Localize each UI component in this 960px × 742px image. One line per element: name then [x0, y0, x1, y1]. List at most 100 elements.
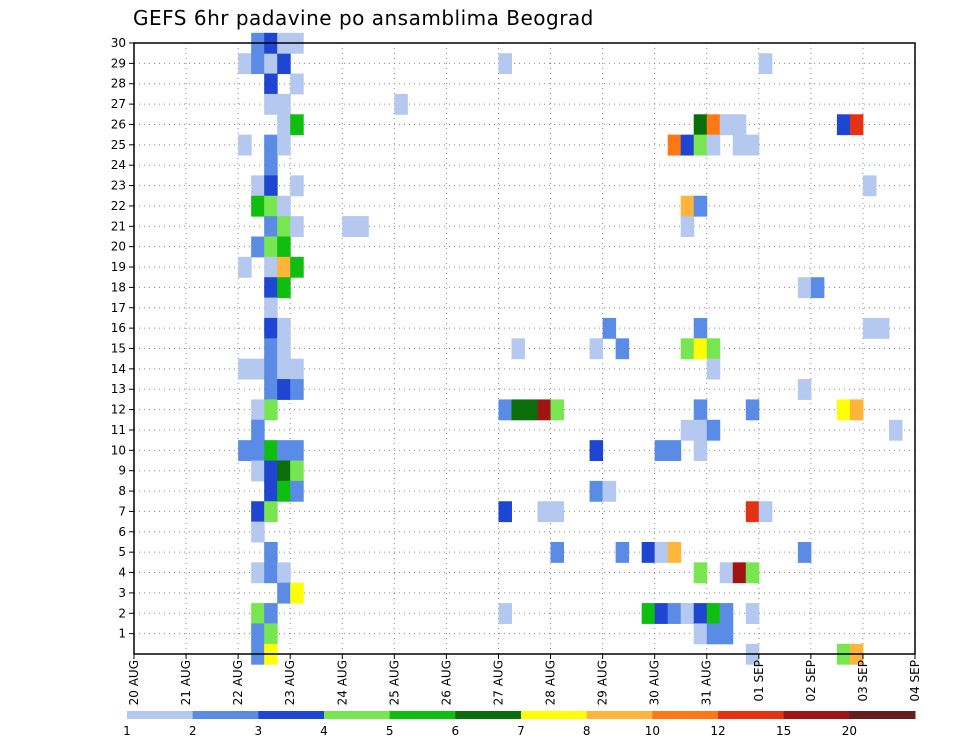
- heatmap-cell: [251, 358, 265, 380]
- heatmap-cell: [719, 603, 734, 624]
- heatmap-cell: [810, 277, 825, 299]
- y-tick-label: 13: [111, 382, 126, 396]
- heatmap-cell: [251, 440, 265, 462]
- heatmap-cell: [498, 399, 512, 421]
- heatmap-cell: [277, 460, 291, 482]
- heatmap-cell: [290, 480, 304, 502]
- heatmap-cell: [654, 603, 669, 624]
- heatmap-cell: [680, 419, 695, 441]
- heatmap-cell: [654, 541, 669, 563]
- x-tick-label: 03 SEP: [856, 660, 870, 702]
- y-tick-label: 23: [111, 179, 126, 193]
- heatmap-cell: [797, 277, 812, 299]
- heatmap-cell: [615, 338, 630, 360]
- heatmap-cell: [251, 623, 265, 645]
- colorbar-label: 3: [255, 724, 263, 738]
- colorbar-swatch: [192, 711, 259, 719]
- y-tick-label: 29: [111, 56, 126, 70]
- colorbar-swatch: [718, 711, 785, 719]
- heatmap-cell: [654, 440, 669, 462]
- x-tick-label: 23 AUG: [283, 660, 297, 705]
- heatmap-cell: [277, 562, 291, 584]
- heatmap-cell: [238, 358, 252, 380]
- heatmap-cell: [277, 277, 291, 299]
- heatmap-cell: [797, 379, 812, 400]
- heatmap-cell: [745, 399, 760, 421]
- x-axis: 20 AUG 21 AUG 22 AUG 23 AUG 24 AUG 25 AUG 26 A…: [127, 654, 922, 705]
- heatmap-cell: [602, 317, 617, 339]
- heatmap-cell: [693, 623, 708, 645]
- heatmap-cell: [277, 93, 291, 115]
- heatmap-cell: [264, 358, 278, 380]
- heatmap-cell: [719, 562, 734, 584]
- heatmap-cell: [589, 338, 604, 360]
- heatmap-cell: [706, 134, 721, 156]
- heatmap-cell: [277, 216, 291, 237]
- heatmap-cell: [524, 399, 539, 421]
- heatmap-cell: [862, 317, 877, 339]
- y-tick-label: 12: [111, 403, 126, 417]
- y-tick-label: 2: [118, 606, 126, 620]
- heatmap-cell: [264, 93, 278, 115]
- y-tick-label: 8: [118, 484, 126, 498]
- heatmap-cell: [290, 358, 304, 380]
- heatmap-cell: [264, 134, 278, 156]
- colorbar-swatch: [389, 711, 456, 719]
- heatmap-cell: [394, 93, 408, 115]
- heatmap-cell: [277, 256, 291, 278]
- heatmap-cell: [277, 582, 291, 604]
- heatmap-cell: [693, 134, 708, 156]
- heatmap-cell: [537, 501, 552, 523]
- colorbar-label: 4: [320, 724, 328, 738]
- y-tick-label: 11: [111, 423, 126, 437]
- heatmap-cell: [251, 195, 265, 217]
- y-tick-label: 10: [111, 443, 126, 457]
- heatmap-cell: [550, 541, 565, 563]
- x-tick-label: 26 AUG: [439, 660, 453, 705]
- colorbar-swatch: [324, 711, 391, 719]
- heatmap-cell: [264, 379, 278, 400]
- heatmap-cell: [498, 603, 512, 624]
- heatmap-cell: [277, 358, 291, 380]
- colorbar-swatch: [586, 711, 653, 719]
- heatmap-cell: [550, 501, 565, 523]
- heatmap-cell: [680, 195, 695, 217]
- heatmap-cell: [693, 338, 708, 360]
- heatmap-cell: [693, 440, 708, 462]
- heatmap-cell: [277, 236, 291, 258]
- x-tick-label: 21 AUG: [179, 660, 193, 705]
- heatmap-cell: [680, 134, 695, 156]
- heatmap-cell: [264, 541, 278, 563]
- heatmap-cell: [667, 541, 682, 563]
- colorbar-swatch: [455, 711, 522, 719]
- colorbar-label: 8: [583, 724, 591, 738]
- heatmap-cell: [745, 603, 760, 624]
- data-cells: [238, 32, 903, 665]
- heatmap-cell: [264, 175, 278, 197]
- y-tick-label: 24: [111, 158, 126, 172]
- heatmap-cell: [706, 358, 721, 380]
- heatmap-cell: [264, 297, 278, 319]
- y-tick-label: 15: [111, 342, 126, 356]
- heatmap-cell: [836, 399, 851, 421]
- heatmap-cell: [264, 440, 278, 462]
- y-tick-label: 30: [111, 36, 126, 50]
- colorbar-swatch: [652, 711, 719, 719]
- y-tick-label: 18: [111, 280, 126, 294]
- heatmap-cell: [264, 501, 278, 523]
- heatmap-cell: [238, 256, 252, 278]
- heatmap-cell: [290, 582, 304, 604]
- heatmap-cell: [589, 440, 604, 462]
- x-tick-label: 04 SEP: [908, 660, 922, 702]
- heatmap-cell: [264, 277, 278, 299]
- heatmap-cell: [264, 603, 278, 624]
- heatmap-cell: [277, 379, 291, 400]
- colorbar-label: 6: [452, 724, 460, 738]
- heatmap-cell: [706, 338, 721, 360]
- heatmap-cell: [706, 114, 721, 136]
- x-tick-label: 24 AUG: [335, 660, 349, 705]
- x-tick-label: 02 SEP: [804, 660, 818, 702]
- y-tick-label: 17: [111, 301, 126, 315]
- heatmap-cell: [498, 501, 512, 523]
- heatmap-cell: [290, 256, 304, 278]
